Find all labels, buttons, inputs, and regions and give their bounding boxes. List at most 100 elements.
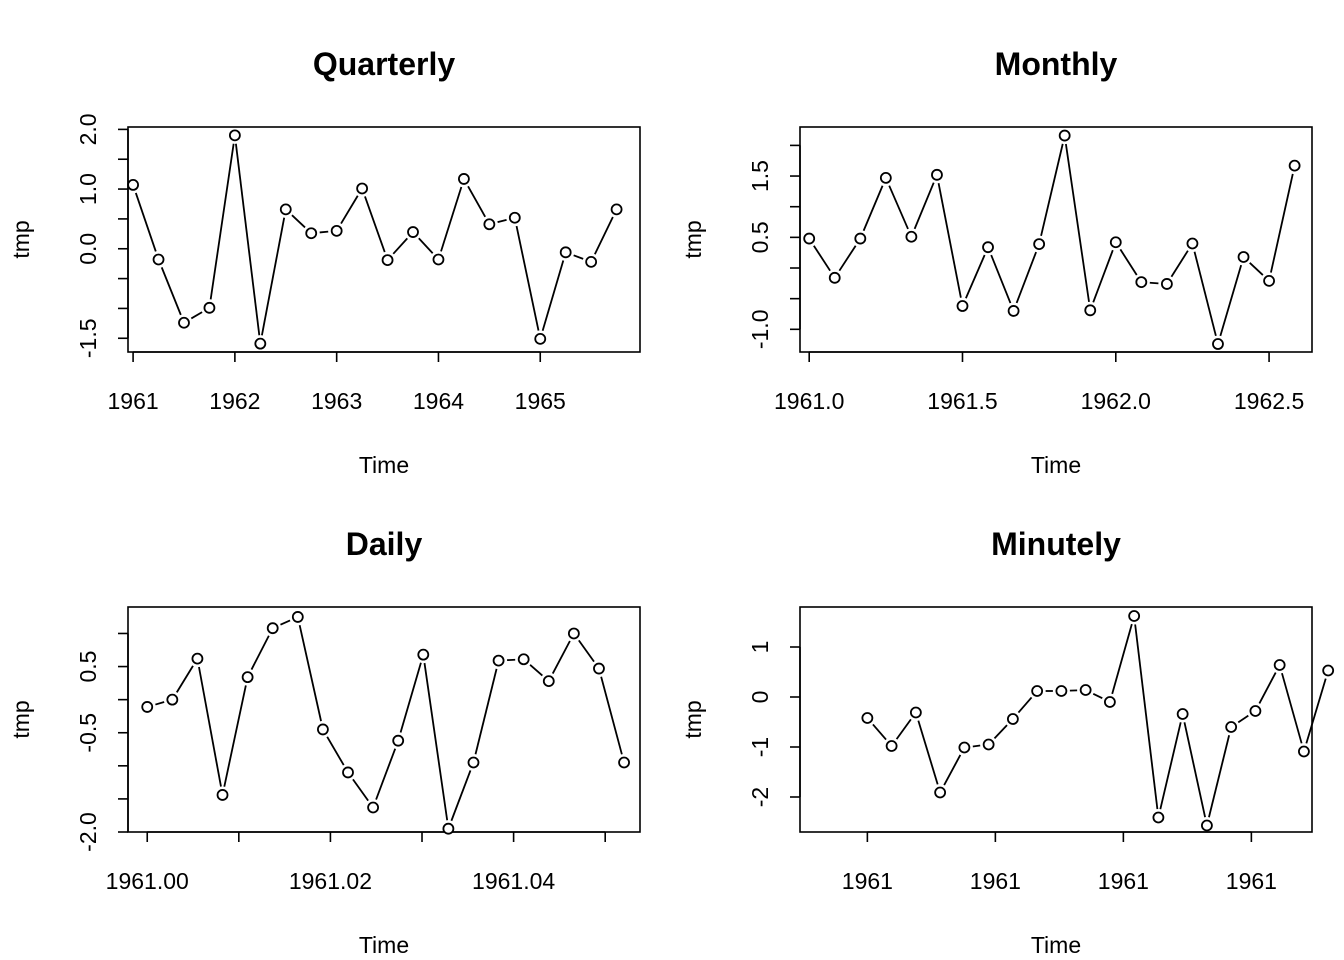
series-line-segment [872, 723, 887, 741]
data-point [934, 786, 947, 799]
series-line-segment [298, 625, 322, 722]
series-line-segment [965, 254, 986, 299]
series-line-segment [1134, 624, 1159, 810]
series-line-segment [551, 640, 571, 675]
series-line-segment [943, 754, 962, 786]
data-point [1176, 708, 1189, 720]
y-tick-label: 1.5 [747, 160, 773, 192]
series-line-segment [450, 770, 472, 822]
data-point [381, 254, 394, 266]
series-line-segment [175, 665, 194, 693]
series-line-segment [160, 267, 182, 316]
chart-title: Minutely [991, 526, 1121, 562]
y-tick-label: 0 [747, 691, 773, 704]
data-point [982, 241, 994, 254]
y-tick-label: -2 [747, 787, 773, 807]
data-point [228, 129, 241, 142]
series-line-segment [399, 662, 422, 733]
series-line-segment [1281, 672, 1303, 744]
data-point [1128, 610, 1141, 622]
data-point [367, 801, 380, 814]
data-point [1298, 745, 1310, 758]
data-point [1055, 685, 1068, 697]
data-point [534, 332, 547, 345]
x-tick-label: 1961 [1098, 868, 1149, 894]
data-point [1201, 819, 1213, 832]
series-line-segment [1040, 143, 1064, 237]
data-point [1033, 238, 1046, 250]
data-point [982, 738, 995, 751]
data-point [317, 723, 329, 736]
data-point [266, 622, 279, 635]
series-line-segment [1305, 678, 1327, 744]
data-point [1225, 721, 1238, 733]
y-tick-label: -1 [747, 737, 773, 757]
data-point [1186, 237, 1199, 250]
series-line-segment [1208, 735, 1230, 818]
y-tick-label: 1.0 [75, 173, 101, 205]
data-point [305, 227, 318, 240]
series-line-segment [913, 182, 935, 230]
series-line-segment [515, 225, 540, 331]
series-line-segment [1017, 696, 1033, 714]
y-axis-label: tmp [8, 700, 34, 738]
series-line-segment [895, 718, 912, 740]
data-point [141, 701, 154, 713]
series-line-segment [423, 662, 449, 821]
series-line-segment [813, 245, 831, 272]
data-point [483, 218, 496, 231]
data-point [392, 734, 405, 747]
series-line-segment [888, 185, 909, 230]
data-point [407, 226, 419, 238]
series-line-segment [1193, 251, 1217, 337]
x-axis-label: Time [359, 932, 409, 958]
data-point [216, 789, 229, 801]
x-tick-label: 1962.0 [1081, 388, 1151, 414]
series-line-segment [990, 254, 1012, 304]
series-line-segment [1119, 248, 1138, 276]
plot-frame [799, 126, 1313, 353]
series-line-segment [578, 639, 595, 663]
series-line-segment [972, 744, 981, 748]
series-line-segment [198, 666, 222, 787]
x-tick-label: 1962 [209, 388, 260, 414]
data-point [861, 712, 874, 724]
data-point [279, 203, 292, 216]
series-line-segment [594, 216, 614, 255]
x-tick-label: 1963 [311, 388, 362, 414]
series-line-segment [223, 685, 247, 787]
data-point [593, 662, 605, 675]
y-tick-label: 0.5 [75, 651, 101, 683]
data-point [203, 301, 216, 314]
data-point [342, 766, 354, 779]
data-point [828, 271, 841, 284]
series-line-segment [862, 185, 884, 232]
data-point [191, 652, 204, 665]
series-line-segment [440, 186, 463, 252]
y-tick-label: 0.0 [75, 233, 101, 265]
x-tick-label: 1961.02 [289, 868, 372, 894]
data-point [417, 648, 430, 661]
data-point [291, 611, 304, 623]
x-axis-label: Time [1031, 932, 1081, 958]
data-point [1237, 251, 1250, 263]
series-line-segment [1183, 722, 1206, 818]
series-line-segment [993, 724, 1008, 739]
data-point [542, 675, 555, 688]
data-point [356, 182, 369, 195]
data-point [931, 168, 943, 181]
data-point [1103, 696, 1116, 708]
data-point [854, 232, 867, 245]
chart-title: Daily [346, 526, 423, 562]
data-point [508, 211, 521, 224]
y-axis-label: tmp [680, 220, 706, 258]
chart-title: Quarterly [313, 46, 455, 82]
series-line-segment [529, 664, 543, 677]
data-point [610, 203, 623, 216]
data-point [1273, 659, 1286, 671]
series-line-segment [1237, 714, 1249, 724]
data-point [517, 653, 530, 666]
data-point [567, 627, 580, 640]
data-point [585, 255, 598, 268]
